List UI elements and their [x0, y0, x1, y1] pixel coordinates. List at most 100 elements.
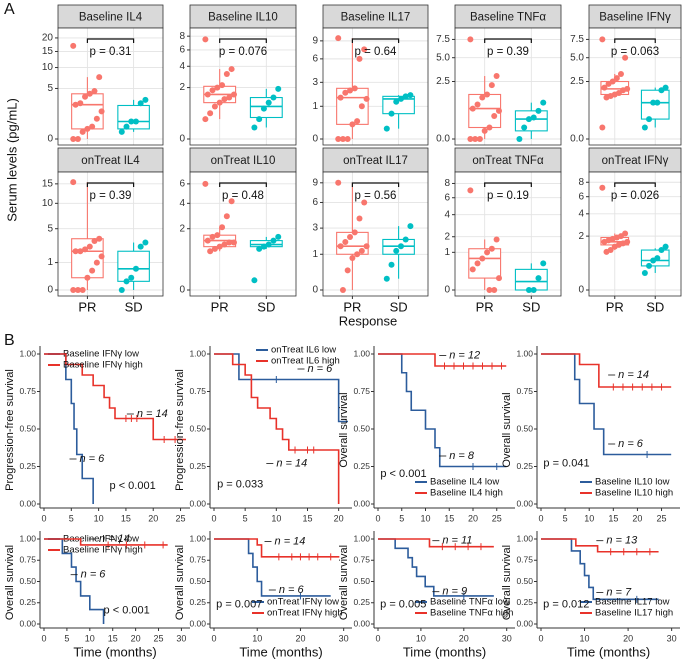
data-point	[530, 287, 537, 293]
y-tick-label: 0.50	[189, 576, 206, 586]
annotation: n = 6	[307, 363, 333, 375]
annotation: n = 8	[449, 450, 475, 462]
box	[71, 238, 104, 279]
y-tick-label: 0.75	[189, 555, 206, 565]
data-point	[226, 94, 233, 101]
panel-title: onTreat TNFα	[472, 155, 544, 167]
data-point	[484, 91, 491, 98]
p-value: p = 0.026	[611, 190, 659, 202]
data-point	[347, 87, 354, 94]
x-tick-label: 10	[420, 513, 430, 523]
data-point	[474, 260, 481, 267]
data-point	[337, 94, 344, 101]
data-point	[142, 239, 149, 246]
y-tick-label: 1.00	[516, 533, 533, 543]
y-tick-label: 5	[47, 83, 53, 94]
data-point	[393, 98, 400, 105]
y-tick-label: 0.50	[353, 423, 370, 433]
data-point	[397, 95, 404, 102]
y-tick-label: 2	[578, 231, 584, 242]
plot-border	[454, 27, 562, 146]
x-tick-label: 5	[64, 633, 69, 643]
y-tick-label: 3	[312, 223, 318, 234]
data-point	[481, 127, 488, 134]
y-tick-label: 0	[179, 285, 185, 296]
data-point	[89, 123, 96, 130]
y-tick-label: 0.00	[19, 498, 36, 508]
data-point	[662, 243, 669, 250]
data-point	[223, 70, 230, 77]
annotation: n = 13	[606, 535, 638, 547]
data-point	[132, 265, 139, 272]
data-point	[70, 42, 77, 49]
legend-label: Baseline IFNγ high	[63, 360, 143, 371]
y-tick-label: 2.5	[436, 76, 450, 87]
y-tick-label: 6	[179, 45, 185, 56]
survival-curve	[378, 538, 494, 597]
box	[71, 93, 104, 130]
data-point	[82, 246, 89, 253]
data-point	[77, 248, 84, 255]
x-tick-label: 0	[538, 513, 543, 523]
x-tick-label: 20	[623, 633, 633, 643]
significance-bracket	[219, 38, 267, 43]
data-point	[123, 278, 130, 285]
data-point	[270, 94, 277, 101]
y-tick-label: 0.50	[516, 423, 533, 433]
data-point	[484, 249, 491, 256]
x-tick-label: 20	[131, 633, 141, 643]
data-point	[228, 198, 235, 205]
data-point	[93, 115, 100, 122]
x-tick-label: 5	[243, 513, 248, 523]
data-point	[363, 95, 370, 102]
y-tick-label: 2	[179, 223, 185, 234]
significance-bracket	[351, 182, 400, 187]
y-tick-label: 9	[312, 36, 318, 47]
y-tick-label: 1	[444, 247, 450, 258]
x-tick-label: 0	[211, 513, 216, 523]
data-point	[211, 103, 218, 110]
data-point	[230, 239, 237, 246]
data-point	[70, 179, 77, 186]
data-point	[207, 110, 214, 117]
x-tick-label: 10	[85, 633, 95, 643]
y-tick-label: 9	[312, 177, 318, 188]
data-point	[601, 238, 608, 245]
data-point	[622, 54, 629, 61]
data-point	[521, 124, 528, 131]
data-point	[214, 232, 221, 239]
y-tick-label: 0	[312, 285, 318, 296]
y-tick-label: 0.50	[19, 423, 36, 433]
data-point	[495, 107, 502, 114]
data-point	[525, 287, 532, 293]
data-point	[342, 239, 349, 246]
x-tick-label: 10	[584, 513, 594, 523]
data-point	[383, 125, 390, 132]
x-tick-label: 25	[154, 633, 164, 643]
legend-label: Baseline IL17 high	[595, 608, 673, 619]
data-point	[402, 93, 409, 100]
data-point	[493, 73, 500, 80]
survival-curve	[541, 353, 672, 388]
data-point	[79, 128, 86, 135]
x-tick-label: 30	[339, 633, 349, 643]
data-point	[349, 121, 356, 128]
y-tick-label: 1	[47, 257, 53, 268]
panel-title: onTreat IFNγ	[602, 155, 669, 167]
annotation: n = 14	[275, 535, 306, 547]
data-point	[491, 287, 498, 293]
annotation: n = 9	[442, 586, 467, 598]
data-point	[74, 287, 81, 293]
data-point	[363, 243, 370, 250]
data-point	[658, 247, 665, 254]
x-tick-label: 0	[41, 513, 46, 523]
y-axis-label: Overall survival	[501, 545, 513, 620]
annotation: p < 0.001	[110, 480, 156, 492]
y-tick-label: 7.5	[436, 34, 450, 45]
y-tick-label: 0.00	[19, 618, 36, 628]
data-point	[123, 123, 130, 130]
x-tick-label: 15	[302, 513, 312, 523]
y-axis-label: Serum levels (pg/mL)	[4, 98, 19, 222]
y-tick-label: 0.50	[189, 423, 206, 433]
data-point	[613, 75, 620, 82]
